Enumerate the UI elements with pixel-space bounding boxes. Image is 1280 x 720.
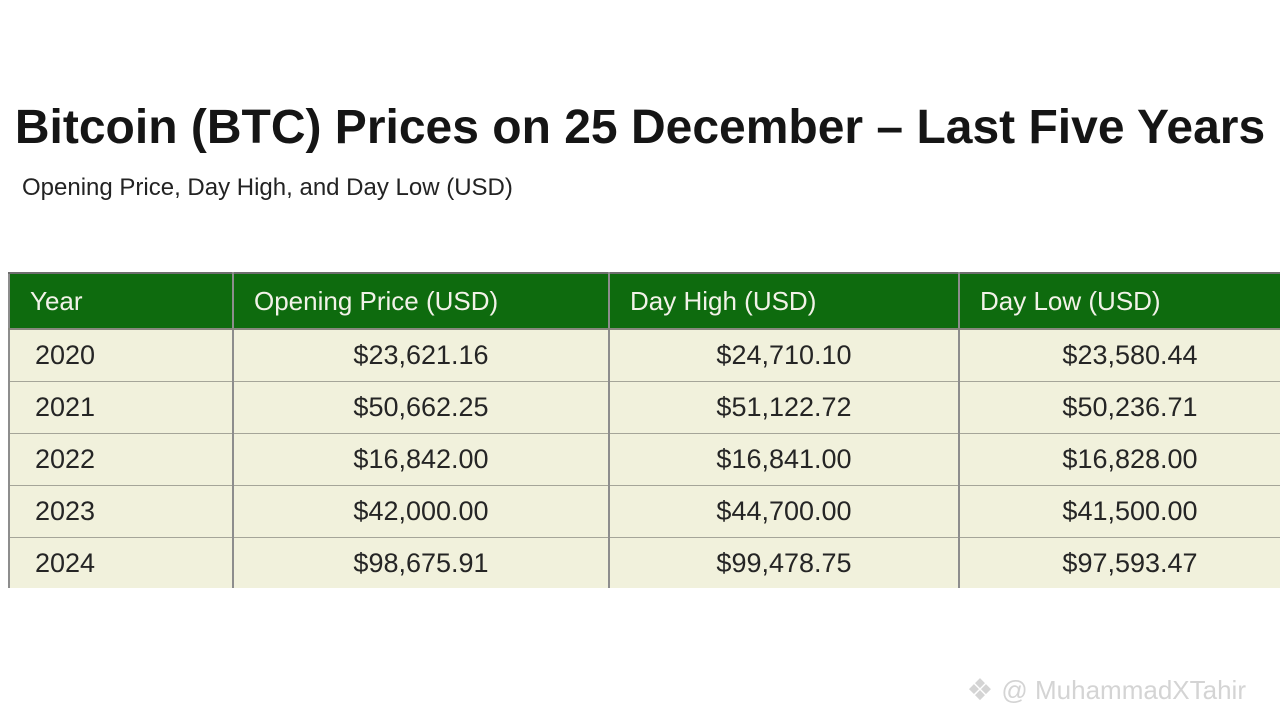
price-cell: $51,122.72: [608, 381, 960, 434]
table-row: 2021 $50,662.25 $51,122.72 $50,236.71: [8, 381, 1280, 434]
table-row: 2022 $16,842.00 $16,841.00 $16,828.00: [8, 433, 1280, 486]
year-cell: 2024: [8, 537, 234, 588]
price-cell: $98,675.91: [232, 537, 610, 588]
price-cell: $24,710.10: [608, 328, 960, 382]
table-row: 2023 $42,000.00 $44,700.00 $41,500.00: [8, 485, 1280, 538]
table-row: 2020 $23,621.16 $24,710.10 $23,580.44: [8, 328, 1280, 382]
price-cell: $97,593.47: [958, 537, 1280, 588]
diamond-logo-icon: ❖: [966, 673, 994, 707]
year-cell: 2023: [8, 485, 234, 538]
year-cell: 2021: [8, 381, 234, 434]
price-table-container: Year Opening Price (USD) Day High (USD) Day…: [8, 272, 1280, 588]
price-cell: $42,000.00: [232, 485, 610, 538]
btc-price-table: Year Opening Price (USD) Day High (USD) Day…: [8, 272, 1280, 588]
price-cell: $16,828.00: [958, 433, 1280, 486]
price-cell: $99,478.75: [608, 537, 960, 588]
column-header: Day High (USD): [608, 272, 960, 330]
price-cell: $16,841.00: [608, 433, 960, 486]
year-cell: 2022: [8, 433, 234, 486]
price-cell: $44,700.00: [608, 485, 960, 538]
table-header-row: Year Opening Price (USD) Day High (USD) Day…: [8, 272, 1280, 330]
page-title: Bitcoin (BTC) Prices on 25 December – La…: [14, 101, 1266, 154]
price-cell: $23,621.16: [232, 328, 610, 382]
watermark-text: @ MuhammadXTahir: [1001, 675, 1246, 705]
column-header: Year: [8, 272, 234, 330]
year-cell: 2020: [8, 328, 234, 382]
table-body: 2020 $23,621.16 $24,710.10 $23,580.44 2021 $5…: [8, 328, 1280, 588]
watermark: ❖ @ MuhammadXTahir: [967, 675, 1247, 706]
table-row: 2024 $98,675.91 $99,478.75 $97,593.47: [8, 537, 1280, 588]
column-header: Opening Price (USD): [232, 272, 610, 330]
price-cell: $50,236.71: [958, 381, 1280, 434]
price-cell: $50,662.25: [232, 381, 610, 434]
table-caption: Opening Price, Day High, and Day Low (US…: [22, 174, 513, 201]
column-header: Day Low (USD): [958, 272, 1280, 330]
price-cell: $41,500.00: [958, 485, 1280, 538]
price-cell: $23,580.44: [958, 328, 1280, 382]
price-cell: $16,842.00: [232, 433, 610, 486]
